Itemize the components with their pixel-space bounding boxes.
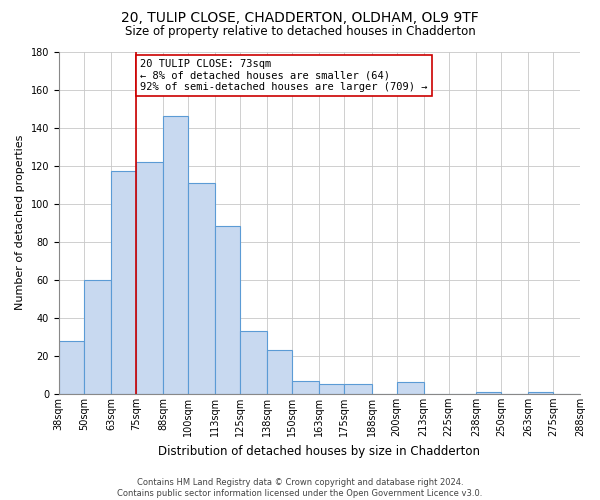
Bar [397, 382, 424, 394]
Bar [240, 331, 267, 394]
Bar [215, 226, 240, 394]
Text: 20, TULIP CLOSE, CHADDERTON, OLDHAM, OL9 9TF: 20, TULIP CLOSE, CHADDERTON, OLDHAM, OL9… [121, 12, 479, 26]
Bar [163, 116, 188, 394]
Bar [84, 280, 111, 394]
X-axis label: Distribution of detached houses by size in Chadderton: Distribution of detached houses by size … [158, 444, 481, 458]
Bar [188, 182, 215, 394]
Bar [136, 162, 163, 394]
Y-axis label: Number of detached properties: Number of detached properties [15, 135, 25, 310]
Text: Size of property relative to detached houses in Chadderton: Size of property relative to detached ho… [125, 25, 475, 38]
Bar [59, 340, 84, 394]
Bar [528, 392, 553, 394]
Bar [476, 392, 501, 394]
Bar [344, 384, 371, 394]
Bar [319, 384, 344, 394]
Text: Contains HM Land Registry data © Crown copyright and database right 2024.
Contai: Contains HM Land Registry data © Crown c… [118, 478, 482, 498]
Text: 20 TULIP CLOSE: 73sqm
← 8% of detached houses are smaller (64)
92% of semi-detac: 20 TULIP CLOSE: 73sqm ← 8% of detached h… [140, 59, 428, 92]
Bar [292, 380, 319, 394]
Bar [111, 172, 136, 394]
Bar [267, 350, 292, 394]
